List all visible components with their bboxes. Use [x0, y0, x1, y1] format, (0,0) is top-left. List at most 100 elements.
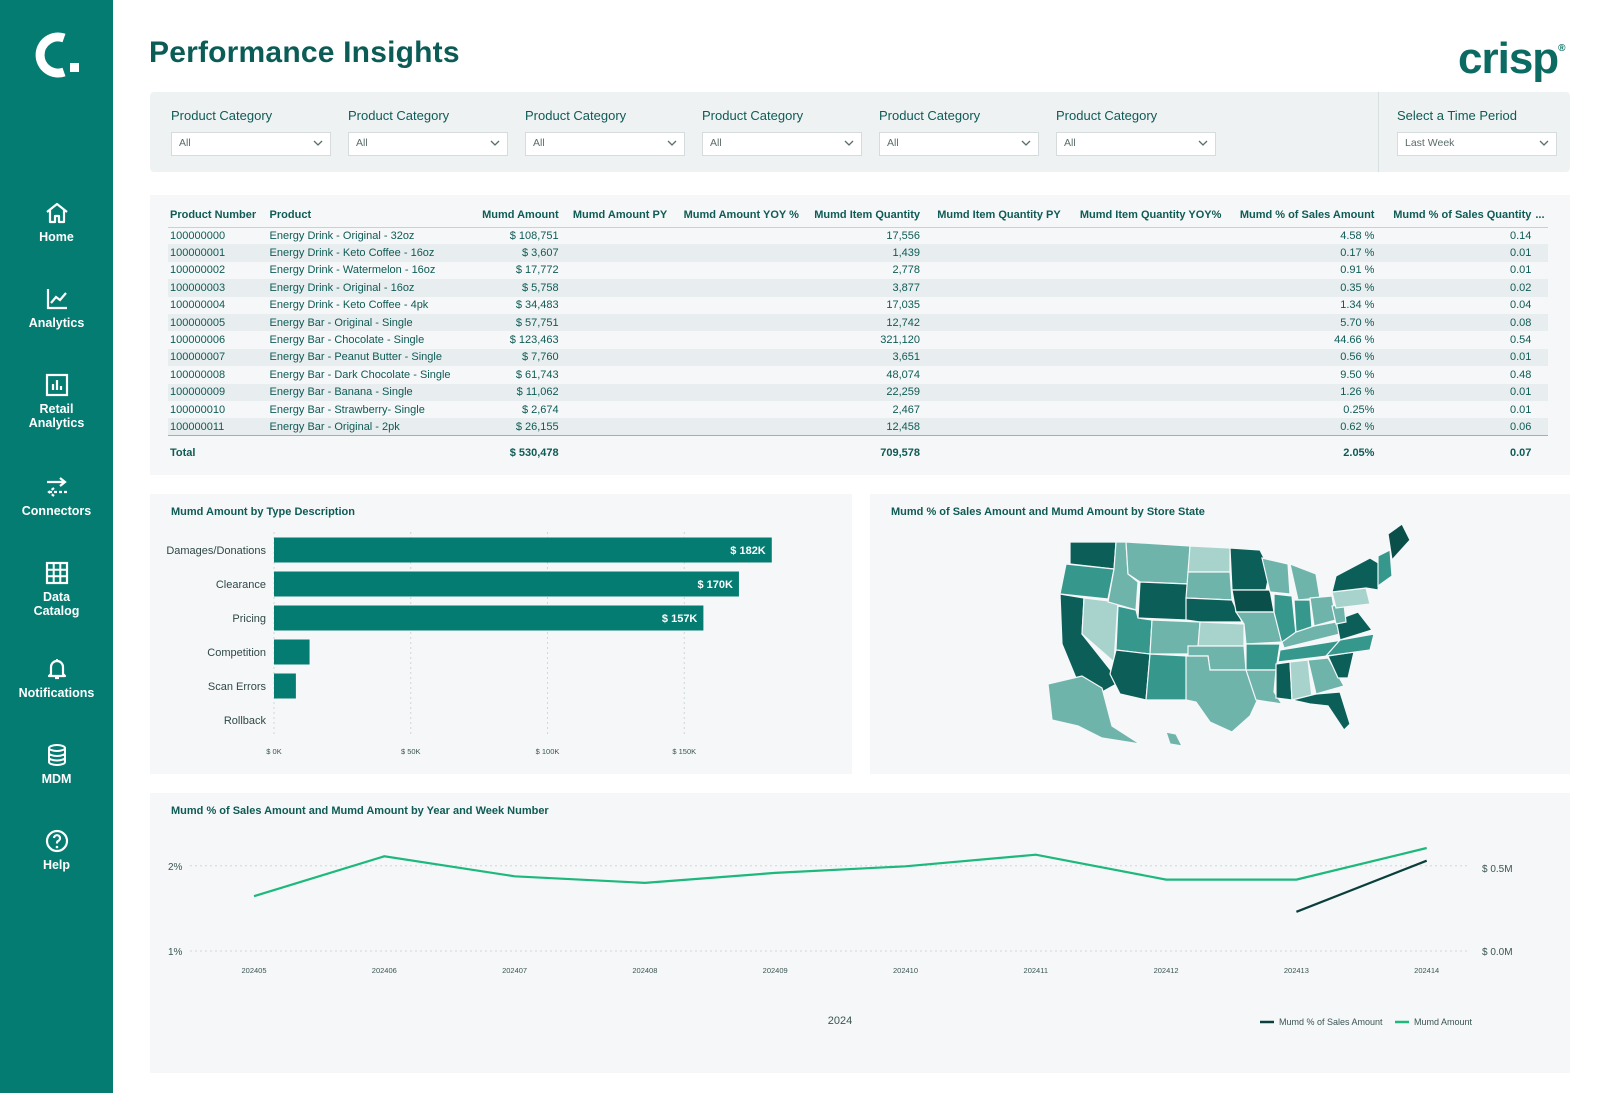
map-region-arkansas[interactable]	[1245, 643, 1281, 671]
map-region-maine[interactable]	[1387, 523, 1411, 562]
table-row[interactable]: 100000005 Energy Bar - Original - Single $…	[168, 313, 1548, 332]
map-region-wisconsin[interactable]	[1261, 557, 1291, 595]
brand-name: crisp	[1458, 34, 1559, 83]
table-row[interactable]: 100000010 Energy Bar - Strawberry- Single…	[168, 401, 1548, 418]
table-cell	[1533, 366, 1548, 383]
column-header[interactable]: Product	[267, 203, 472, 228]
map-region-mississippi[interactable]	[1275, 661, 1293, 701]
map-region-hawaii[interactable]	[1165, 731, 1184, 747]
table-cell	[1533, 227, 1548, 244]
map-region-north-carolina[interactable]	[1324, 633, 1375, 657]
table-row[interactable]: 100000001 Energy Drink - Keto Coffee - 16…	[168, 244, 1548, 262]
table-cell: 100000007	[168, 348, 268, 367]
map-region-oregon[interactable]	[1059, 563, 1115, 600]
column-header[interactable]: Mumd % of Sales Quantity	[1376, 203, 1534, 228]
table-cell: Energy Bar - Strawberry- Single	[269, 403, 425, 416]
column-header[interactable]: Product Number	[168, 203, 268, 228]
product-category-select[interactable]: All	[1056, 132, 1216, 156]
bar[interactable]	[274, 673, 296, 699]
map-region-new-york[interactable]	[1331, 557, 1381, 593]
table-cell: $ 3,607	[471, 244, 561, 262]
table-cell	[560, 348, 670, 367]
nav-help[interactable]: Help	[0, 828, 113, 872]
nav-mdm[interactable]: MDM	[0, 742, 113, 786]
y-right-tick-label: $ 0.0M	[1482, 947, 1513, 958]
product-category-select[interactable]: All	[525, 132, 685, 156]
category-label: Pricing	[232, 613, 266, 625]
table-cell: 0.48	[1509, 368, 1532, 381]
table-cell: 0.56 %	[1223, 348, 1377, 367]
map-region-new-mexico[interactable]	[1145, 653, 1189, 701]
map-region-florida[interactable]	[1291, 691, 1351, 731]
product-category-select[interactable]: All	[879, 132, 1039, 156]
map-region-arizona[interactable]	[1109, 649, 1151, 701]
map-region-texas[interactable]	[1185, 655, 1263, 733]
map-region-south-dakota[interactable]	[1185, 571, 1233, 601]
map-region-nebraska[interactable]	[1185, 597, 1243, 623]
x-tick-label: 202414	[1414, 966, 1439, 975]
table-cell: Energy Bar - Original - 2pk	[267, 418, 472, 436]
table-row[interactable]: 100000004 Energy Drink - Keto Coffee - 4p…	[168, 297, 1548, 314]
map-region-montana[interactable]	[1125, 541, 1191, 585]
crisp-c-logo-icon[interactable]	[28, 26, 88, 86]
table-row[interactable]: 100000006 Energy Bar - Chocolate - Single…	[168, 331, 1548, 348]
table-cell	[560, 279, 670, 297]
bar-chart-card: Mumd Amount by Type Description $ 0K $ 50…	[150, 494, 852, 774]
column-header[interactable]: ...	[1533, 203, 1548, 228]
product-category-select[interactable]: All	[702, 132, 862, 156]
nav-connectors[interactable]: Connectors	[0, 474, 113, 518]
table-row[interactable]: 100000008 Energy Bar - Dark Chocolate - S…	[168, 366, 1548, 383]
map-region-wyoming[interactable]	[1137, 581, 1189, 621]
map-region-new-england[interactable]	[1377, 549, 1393, 588]
table-row[interactable]: 100000000 Energy Drink - Original - 32oz $…	[168, 227, 1548, 244]
map-region-kansas[interactable]	[1197, 621, 1245, 647]
column-header[interactable]: Mumd Amount YOY %	[669, 203, 801, 228]
bar-chart-icon	[45, 373, 68, 397]
map-region-iowa[interactable]	[1231, 589, 1275, 613]
total-label: Total	[168, 435, 268, 466]
table-row[interactable]: 100000003 Energy Drink - Original - 16oz $…	[168, 279, 1548, 297]
table-row[interactable]: 100000002 Energy Drink - Watermelon - 16o…	[168, 262, 1548, 279]
series-line-1[interactable]	[253, 846, 1427, 898]
table-cell: 100000001	[168, 244, 268, 262]
column-header[interactable]: Mumd Item Quantity PY	[922, 203, 1063, 228]
time-period-select[interactable]: Last Week	[1397, 132, 1557, 156]
crisp-brand-logo: crisp®	[1458, 34, 1566, 84]
us-states-map[interactable]	[870, 494, 1570, 774]
table-cell	[561, 297, 670, 314]
bar[interactable]	[274, 639, 310, 665]
bar[interactable]	[274, 571, 739, 597]
nav-retail-analytics-label: Retail Analytics	[28, 402, 85, 430]
table-row[interactable]: 100000009 Energy Bar - Banana - Single $ 1…	[168, 383, 1548, 401]
table-cell: 100000004	[170, 299, 226, 312]
nav-data-catalog[interactable]: Data Catalog	[0, 560, 113, 618]
column-header[interactable]: Mumd Item Quantity	[800, 203, 922, 228]
map-region-alabama[interactable]	[1289, 659, 1313, 701]
table-row[interactable]: 100000011 Energy Bar - Original - 2pk $ 26…	[168, 418, 1548, 436]
table-cell: 0.06	[1376, 418, 1534, 436]
column-header[interactable]: Mumd % of Sales Amount	[1223, 203, 1377, 228]
table-row[interactable]: 100000007 Energy Bar - Peanut Butter - Si…	[168, 348, 1548, 367]
bar[interactable]	[274, 605, 704, 631]
map-region-georgia[interactable]	[1307, 657, 1345, 695]
bar[interactable]	[274, 537, 772, 563]
nav-notifications[interactable]: Notifications	[0, 656, 113, 700]
map-region-alaska[interactable]	[1047, 675, 1141, 745]
product-category-select[interactable]: All	[348, 132, 508, 156]
product-category-select[interactable]: All	[171, 132, 331, 156]
nav-analytics[interactable]: Analytics	[0, 286, 113, 330]
table-cell: 0.91 %	[1340, 264, 1375, 277]
map-region-north-dakota[interactable]	[1187, 545, 1231, 573]
column-header[interactable]: Mumd Item Quantity YOY%	[1062, 203, 1224, 228]
column-header[interactable]: Mumd Amount PY	[560, 203, 670, 228]
series-line-0[interactable]	[1295, 859, 1428, 913]
nav-retail-analytics[interactable]: Retail Analytics	[0, 372, 113, 430]
nav-home[interactable]: Home	[0, 200, 113, 244]
table-cell	[669, 313, 801, 332]
map-region-michigan[interactable]	[1289, 563, 1321, 601]
column-header[interactable]: Mumd Amount	[471, 203, 561, 228]
table-cell	[669, 227, 801, 244]
map-region-missouri[interactable]	[1234, 611, 1283, 645]
map-region-ohio[interactable]	[1309, 595, 1337, 627]
table-cell	[561, 366, 670, 383]
